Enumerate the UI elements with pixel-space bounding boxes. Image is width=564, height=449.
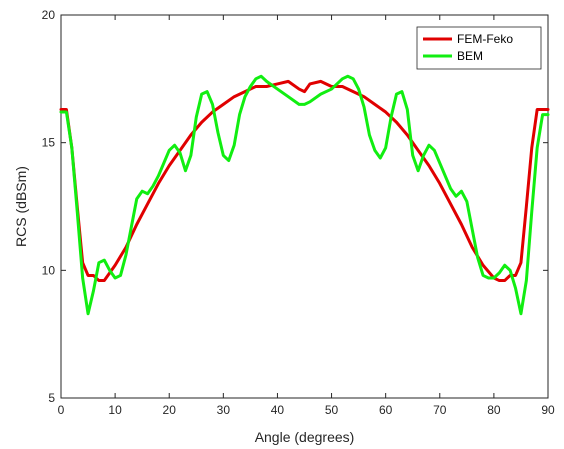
y-tick-label: 10 [42,263,56,277]
x-tick-label: 10 [108,403,122,417]
y-tick-label: 20 [42,8,56,22]
x-tick-label: 50 [325,403,339,417]
series-line-bem [59,74,550,316]
x-axis-label: Angle (degrees) [255,429,355,445]
x-tick-label: 70 [433,403,447,417]
x-tick-label: 40 [271,403,285,417]
x-tick-label: 30 [217,403,231,417]
series-lines [59,74,550,316]
x-tick-label: 60 [379,403,393,417]
x-tick-label: 80 [487,403,501,417]
x-tick-label: 90 [541,403,555,417]
x-tick-label: 20 [163,403,177,417]
y-axis-label: RCS (dBSm) [13,166,29,247]
legend: FEM-Feko BEM [416,26,542,70]
axis-ticks: 0 10 20 30 40 50 60 70 80 90 5 10 15 20 [42,8,555,417]
x-tick-label: 0 [58,403,65,417]
legend-label-bem: BEM [457,49,483,63]
legend-box [416,26,542,70]
y-tick-label: 15 [42,136,56,150]
y-tick-label: 5 [48,391,55,405]
legend-label-fem-feko: FEM-Feko [457,32,513,46]
